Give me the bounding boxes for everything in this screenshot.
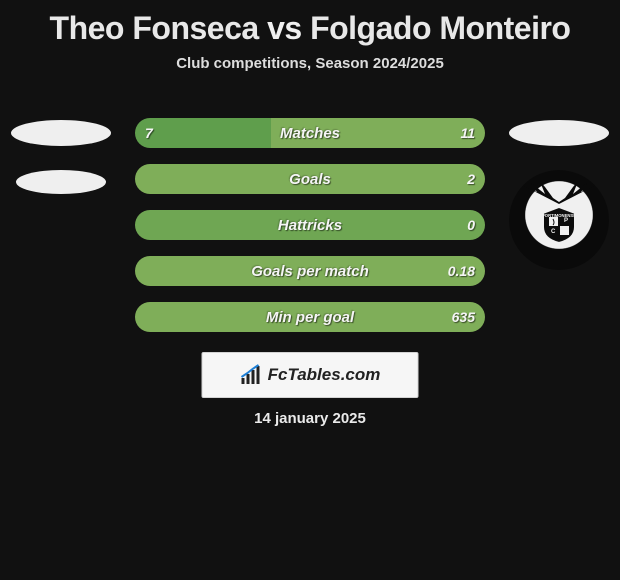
brand-chart-icon <box>240 364 262 386</box>
svg-text:C: C <box>551 229 556 235</box>
stat-bar-left-segment <box>135 210 310 240</box>
stat-bar-track <box>135 256 485 286</box>
stat-bar-right-segment <box>135 256 485 286</box>
stat-right-value: 2 <box>467 164 475 194</box>
stat-bar-right-segment <box>135 302 485 332</box>
subtitle: Club competitions, Season 2024/2025 <box>0 55 620 72</box>
stat-bar-right-segment <box>310 210 485 240</box>
stat-bars: Matches711Goals2Hattricks0Goals per matc… <box>135 118 485 348</box>
stat-row: Goals per match0.18 <box>135 256 485 286</box>
stat-row: Hattricks0 <box>135 210 485 240</box>
stat-row: Min per goal635 <box>135 302 485 332</box>
stat-bar-left-segment <box>135 118 271 148</box>
player2-photo-placeholder <box>509 120 609 146</box>
club-shield-icon: PORTIMONENSE P C <box>539 205 579 245</box>
stat-bar-track <box>135 210 485 240</box>
stat-right-value: 0.18 <box>448 256 475 286</box>
stat-bar-right-segment <box>271 118 485 148</box>
stat-bar-track <box>135 164 485 194</box>
comparison-card: Theo Fonseca vs Folgado Monteiro Club co… <box>0 0 620 580</box>
right-badges: PORTIMONENSE P C <box>504 110 614 270</box>
player1-club-placeholder <box>16 170 106 194</box>
stat-right-value: 0 <box>467 210 475 240</box>
page-title: Theo Fonseca vs Folgado Monteiro <box>0 0 620 47</box>
vs-label: vs <box>267 10 302 46</box>
svg-text:P: P <box>564 218 568 224</box>
date-line: 14 january 2025 <box>0 410 620 427</box>
stat-bar-track <box>135 118 485 148</box>
player2-name: Folgado Monteiro <box>310 10 570 46</box>
stat-bar-right-segment <box>135 164 485 194</box>
stat-right-value: 635 <box>452 302 475 332</box>
stat-row: Goals2 <box>135 164 485 194</box>
stat-row: Matches711 <box>135 118 485 148</box>
brand-text: FcTables.com <box>268 365 381 385</box>
stat-left-value: 7 <box>145 118 153 148</box>
left-badges <box>6 110 116 218</box>
club-eagle-icon <box>519 178 599 206</box>
svg-text:PORTIMONENSE: PORTIMONENSE <box>542 213 576 218</box>
stat-right-value: 11 <box>460 118 475 148</box>
player1-photo-placeholder <box>11 120 111 146</box>
stat-bar-track <box>135 302 485 332</box>
brand-badge: FcTables.com <box>202 352 419 398</box>
player2-club-badge: PORTIMONENSE P C <box>509 170 609 270</box>
player1-name: Theo Fonseca <box>50 10 259 46</box>
